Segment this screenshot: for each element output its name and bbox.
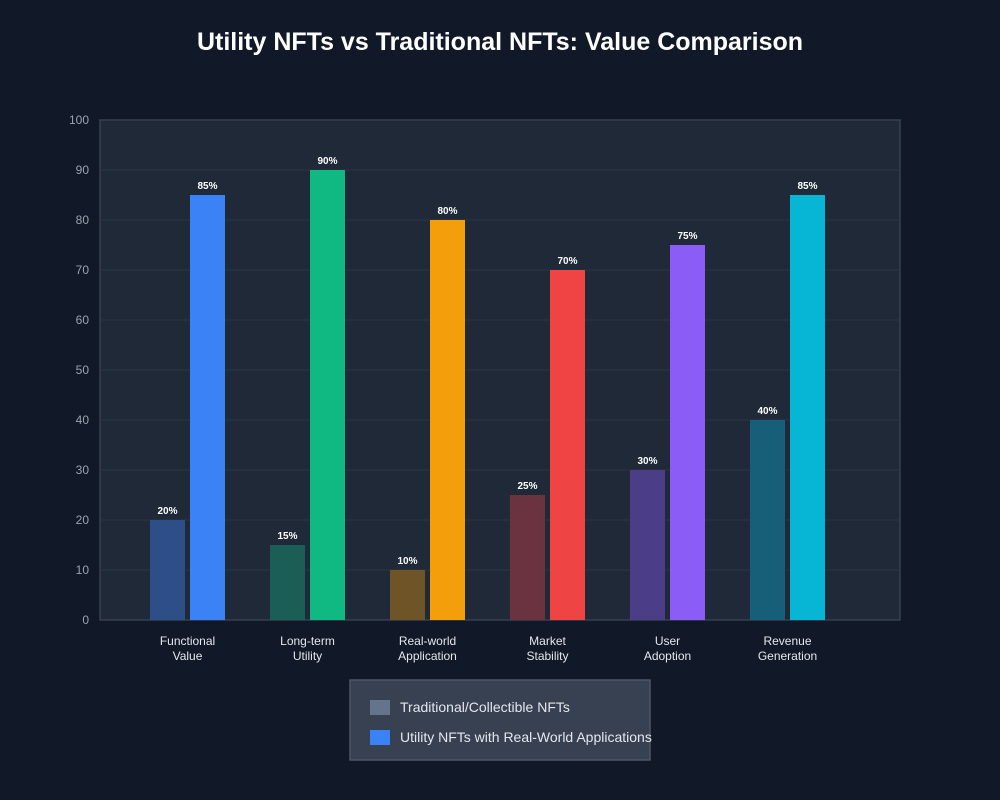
bar-utility xyxy=(310,170,345,620)
data-label: 70% xyxy=(557,256,577,267)
y-tick-label: 30 xyxy=(76,463,90,477)
data-label: 90% xyxy=(317,156,337,167)
bar-utility xyxy=(430,220,465,620)
y-tick-label: 60 xyxy=(76,313,90,327)
category-label: User Adoption xyxy=(644,634,691,663)
bars: 20% 15% 10% 25% 30% 40% 85% 90% 80% 70% 75% 85% xyxy=(150,156,825,620)
legend-label-utility: Utility NFTs with Real-World Application… xyxy=(400,729,652,745)
bar-traditional xyxy=(150,520,185,620)
bar-traditional xyxy=(270,545,305,620)
data-label: 10% xyxy=(397,556,417,567)
y-tick-label: 50 xyxy=(76,363,90,377)
bar-utility xyxy=(550,270,585,620)
bar-traditional xyxy=(390,570,425,620)
category-label: Long-term Utility xyxy=(280,634,335,663)
bar-utility xyxy=(190,195,225,620)
legend-box xyxy=(349,679,651,761)
data-label: 85% xyxy=(797,181,817,192)
data-label: 75% xyxy=(677,231,697,242)
category-label: Real-world Application xyxy=(398,634,457,663)
legend-swatch-traditional xyxy=(370,700,390,715)
data-label: 20% xyxy=(157,506,177,517)
bar-utility xyxy=(790,195,825,620)
data-label: 15% xyxy=(277,531,297,542)
data-label: 40% xyxy=(757,406,777,417)
data-label: 30% xyxy=(637,456,657,467)
bar-traditional xyxy=(630,470,665,620)
y-axis: 0 10 20 30 40 50 60 70 80 90 100 xyxy=(69,113,89,627)
y-tick-label: 10 xyxy=(76,563,90,577)
y-tick-label: 100 xyxy=(69,113,89,127)
y-tick-label: 20 xyxy=(76,513,90,527)
legend-label-traditional: Traditional/Collectible NFTs xyxy=(400,699,570,715)
legend: Traditional/Collectible NFTs Utility NFT… xyxy=(349,679,652,761)
data-label: 25% xyxy=(517,481,537,492)
y-tick-label: 80 xyxy=(76,213,90,227)
bar-traditional xyxy=(750,420,785,620)
bar-traditional xyxy=(510,495,545,620)
category-label: Revenue Generation xyxy=(758,634,817,663)
category-label: Market Stability xyxy=(526,634,568,663)
bar-utility xyxy=(670,245,705,620)
y-tick-label: 90 xyxy=(76,163,90,177)
y-tick-label: 0 xyxy=(82,613,89,627)
x-axis: Functional Value Long-term Utility Real-worl… xyxy=(160,634,817,663)
data-label: 80% xyxy=(437,206,457,217)
data-label: 85% xyxy=(197,181,217,192)
chart-title: Utility NFTs vs Traditional NFTs: Value … xyxy=(197,28,803,56)
y-tick-label: 40 xyxy=(76,413,90,427)
y-tick-label: 70 xyxy=(76,263,90,277)
legend-swatch-utility xyxy=(370,730,390,745)
category-label: Functional Value xyxy=(160,634,215,663)
